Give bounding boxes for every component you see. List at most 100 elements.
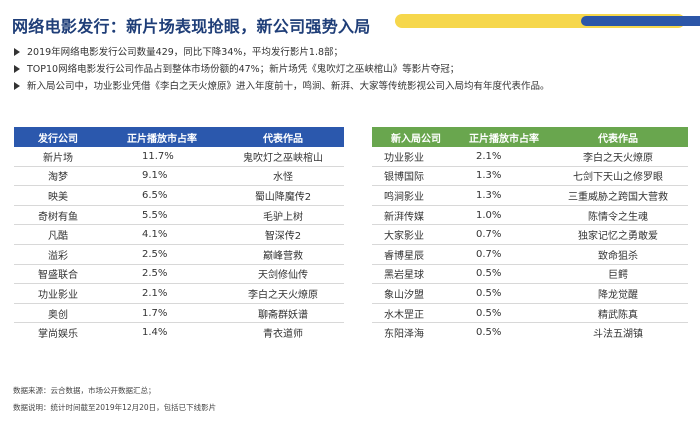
column-header: 代表作品 [548,127,688,147]
company-cell: 功业影业 [14,283,102,304]
work-cell: 李白之天火燎原 [222,283,344,304]
table-row: 掌尚娱乐 1.4% 青衣道师 [14,323,344,342]
share-cell: 11.7% [102,147,222,167]
triangle-bullet-icon [14,65,20,73]
company-cell: 黑岩星球 [372,264,460,285]
new-entrant-table: 新入局公司 正片播放市占率 代表作品 功业影业 2.1% 李白之天火燎原 银博国际 1… [372,127,688,342]
table-row: 奇树有鱼 5.5% 毛驴上树 [14,205,344,226]
share-cell: 0.5% [460,283,548,304]
data-source-note: 数据来源：云合数据，市场公开数据汇总； [13,386,156,395]
share-cell: 1.4% [142,327,168,339]
table-row: 新湃传媒 1.0% 陈情令之生魂 [372,205,688,226]
work-cell: 鬼吹灯之巫峡棺山 [222,147,344,167]
work-cell: 巨鳄 [548,264,688,285]
bullet-text: 2019年网络电影发行公司数量429，同比下降34%，平均发行影片1.8部； [27,47,344,58]
header-decoration [395,14,700,30]
table-header-row: 发行公司 正片播放市占率 代表作品 [14,127,344,147]
table-row: 鸣涧影业 1.3% 三重威胁之跨国大营救 [372,185,688,206]
column-header: 代表作品 [222,127,344,147]
share-cell: 0.7% [460,244,548,265]
share-cell: 0.5% [476,327,502,339]
table-row: 银博国际 1.3% 七剑下天山之修罗眼 [372,166,688,187]
share-cell: 5.5% [102,205,222,226]
company-cell: 功业影业 [372,147,460,167]
work-cell: 青衣道师 [263,329,303,341]
work-cell: 天剑修仙传 [222,264,344,285]
work-cell: 李白之天火燎原 [548,147,688,167]
table-row: 凡酷 4.1% 智深传2 [14,224,344,245]
company-cell: 新片场 [14,147,102,167]
work-cell: 七剑下天山之修罗眼 [548,166,688,187]
work-cell: 独家记忆之勇敢爱 [548,224,688,245]
company-cell: 新湃传媒 [372,205,460,226]
footnotes: 数据来源：云合数据，市场公开数据汇总； 数据说明：统计时间截至2019年12月2… [13,382,216,416]
table-row: 新片场 11.7% 鬼吹灯之巫峡棺山 [14,147,344,167]
company-cell: 鸣涧影业 [372,185,460,206]
table-row: 映美 6.5% 蜀山降魔传2 [14,185,344,206]
bullet-text: 新入局公司中，功业影业凭借《李白之天火燎原》进入年度前十，鸣涧、新湃、大家等传统… [27,81,550,92]
company-cell: 映美 [14,185,102,206]
column-header: 正片播放市占率 [460,127,548,147]
share-cell: 2.5% [102,264,222,285]
share-cell: 1.7% [102,303,222,324]
share-cell: 6.5% [102,185,222,206]
share-cell: 2.1% [102,283,222,304]
summary-bullets: 2019年网络电影发行公司数量429，同比下降34%，平均发行影片1.8部； T… [13,44,693,95]
bullet-text: TOP10网络电影发行公司作品占到整体市场份额的47%；新片场凭《鬼吹灯之巫峡棺… [27,64,460,75]
column-header: 正片播放市占率 [102,127,222,147]
column-header: 发行公司 [14,127,102,147]
table-row: 功业影业 2.1% 李白之天火燎原 [372,147,688,167]
share-cell: 0.5% [460,264,548,285]
company-cell: 淘梦 [14,166,102,187]
work-cell: 斗法五湖镇 [593,329,643,341]
company-cell: 水木罡正 [372,303,460,324]
share-cell: 2.5% [102,244,222,265]
share-cell: 1.0% [460,205,548,226]
data-description-note: 数据说明：统计时间截至2019年12月20日，包括已下线影片 [13,403,217,412]
triangle-bullet-icon [14,48,20,56]
share-cell: 1.3% [460,185,548,206]
share-cell: 1.3% [460,166,548,187]
company-cell: 大家影业 [372,224,460,245]
work-cell: 致命狙杀 [548,244,688,265]
work-cell: 毛驴上树 [222,205,344,226]
work-cell: 降龙觉醒 [548,283,688,304]
share-cell: 0.7% [460,224,548,245]
table-row: 奥创 1.7% 聊斋群妖谱 [14,303,344,324]
blue-bar-decoration [581,16,700,26]
company-cell: 象山汐盟 [372,283,460,304]
triangle-bullet-icon [14,82,20,90]
company-cell: 智盛联合 [14,264,102,285]
share-cell: 9.1% [102,166,222,187]
company-cell: 凡酷 [14,224,102,245]
company-cell: 奥创 [14,303,102,324]
share-cell: 4.1% [102,224,222,245]
bullet-item: 2019年网络电影发行公司数量429，同比下降34%，平均发行影片1.8部； [13,44,693,61]
work-cell: 聊斋群妖谱 [222,303,344,324]
table-row: 溢彩 2.5% 巅峰营救 [14,244,344,265]
company-cell: 奇树有鱼 [14,205,102,226]
work-cell: 陈情令之生魂 [548,205,688,226]
company-cell: 掌尚娱乐 [38,329,78,341]
table-row: 智盛联合 2.5% 天剑修仙传 [14,264,344,285]
work-cell: 精武陈真 [548,303,688,324]
company-cell: 睿博星辰 [372,244,460,265]
table-row: 睿博星辰 0.7% 致命狙杀 [372,244,688,265]
table-row: 东阳泽海 0.5% 斗法五湖镇 [372,323,688,342]
bullet-item: 新入局公司中，功业影业凭借《李白之天火燎原》进入年度前十，鸣涧、新湃、大家等传统… [13,78,693,95]
share-cell: 2.1% [460,147,548,167]
share-cell: 0.5% [460,303,548,324]
table-row: 功业影业 2.1% 李白之天火燎原 [14,283,344,304]
work-cell: 蜀山降魔传2 [222,185,344,206]
company-cell: 溢彩 [14,244,102,265]
company-cell: 东阳泽海 [384,329,424,341]
page-title: 网络电影发行：新片场表现抢眼，新公司强势入局 [12,17,371,36]
table-row: 淘梦 9.1% 水怪 [14,166,344,187]
work-cell: 三重威胁之跨国大营救 [548,185,688,206]
work-cell: 智深传2 [222,224,344,245]
table-row: 黑岩星球 0.5% 巨鳄 [372,264,688,285]
table-header-row: 新入局公司 正片播放市占率 代表作品 [372,127,688,147]
table-row: 大家影业 0.7% 独家记忆之勇敢爱 [372,224,688,245]
table-row: 水木罡正 0.5% 精武陈真 [372,303,688,324]
work-cell: 水怪 [222,166,344,187]
